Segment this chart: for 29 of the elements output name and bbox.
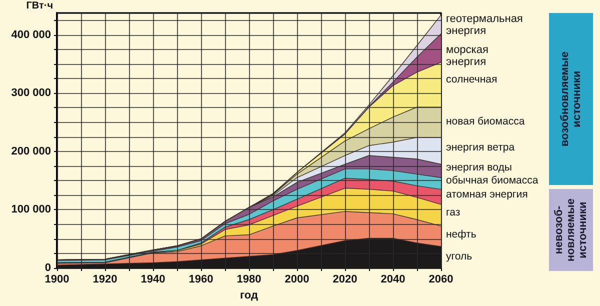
y-tick-label: 0 <box>44 262 51 274</box>
series-label: геотермальная энергия <box>446 13 523 37</box>
series-label: атомная энергия <box>446 188 528 200</box>
x-tick-label: 2060 <box>428 274 454 286</box>
x-tick-label: 1900 <box>44 274 70 286</box>
series-label: энергия ветра <box>446 142 515 154</box>
x-axis-title: год <box>240 290 258 302</box>
y-tick-label: 400 000 <box>11 28 51 41</box>
series-label: обычная биомасса <box>446 174 538 186</box>
series-label: энергия воды <box>446 162 512 174</box>
text: возобновляемые источники <box>559 52 583 146</box>
series-label: морская энергия <box>446 44 488 68</box>
x-tick-label: 2000 <box>284 274 310 286</box>
x-tick-label: 2040 <box>380 274 406 286</box>
x-tick-label: 1920 <box>92 274 118 286</box>
series-label: газ <box>446 206 460 218</box>
series-label: солнечная <box>446 74 498 86</box>
y-tick-label: 200 000 <box>11 145 51 158</box>
series-label: новая биомасса <box>446 116 525 128</box>
x-tick-label: 1960 <box>188 274 214 286</box>
y-tick-label: 100 000 <box>11 204 51 216</box>
x-tick-label: 1940 <box>140 274 166 286</box>
y-axis-title: ГВт·ч <box>26 0 54 12</box>
text: невозоб-новляемые источники <box>553 198 589 262</box>
x-tick-label: 1980 <box>236 274 262 286</box>
series-label: нефть <box>446 228 477 240</box>
y-tick-label: 300 000 <box>11 87 51 100</box>
series-label: уголь <box>446 250 473 262</box>
x-tick-label: 2020 <box>332 274 358 286</box>
